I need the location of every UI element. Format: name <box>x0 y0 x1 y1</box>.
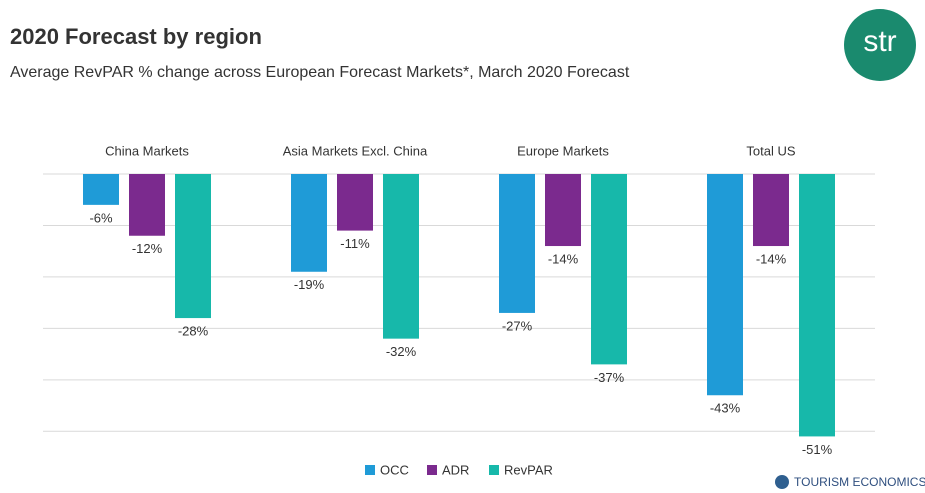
legend-swatch <box>489 465 499 475</box>
bar <box>175 174 211 319</box>
bar <box>337 174 373 231</box>
legend-label: ADR <box>442 462 469 477</box>
bar <box>499 174 535 313</box>
data-label: -27% <box>502 318 533 333</box>
data-label: -51% <box>802 442 833 457</box>
data-label: -14% <box>548 251 579 266</box>
bar <box>291 174 327 272</box>
bar <box>83 174 119 205</box>
bar <box>591 174 627 365</box>
bar <box>383 174 419 339</box>
legend-label: OCC <box>380 462 409 477</box>
category-label: China Markets <box>105 143 189 158</box>
data-label: -19% <box>294 277 325 292</box>
bar <box>753 174 789 247</box>
footer-icon <box>775 475 789 489</box>
footer-text: TOURISM ECONOMICS <box>794 475 925 489</box>
data-label: -6% <box>89 210 113 225</box>
legend-swatch <box>427 465 437 475</box>
category-label: Europe Markets <box>517 143 609 158</box>
category-label: Total US <box>746 143 795 158</box>
data-label: -11% <box>340 236 370 251</box>
data-label: -32% <box>386 344 417 359</box>
data-label: -37% <box>594 370 625 385</box>
bar <box>799 174 835 437</box>
legend-swatch <box>365 465 375 475</box>
legend-label: RevPAR <box>504 462 553 477</box>
data-label: -28% <box>178 324 209 339</box>
logo-text: str <box>863 25 896 58</box>
chart-subtitle: Average RevPAR % change across European … <box>10 64 630 81</box>
category-label: Asia Markets Excl. China <box>283 143 428 158</box>
bar <box>545 174 581 247</box>
bar <box>129 174 165 236</box>
chart-title: 2020 Forecast by region <box>10 24 262 49</box>
data-label: -14% <box>756 251 787 266</box>
data-label: -12% <box>132 241 163 256</box>
data-label: -43% <box>710 401 741 416</box>
bar <box>707 174 743 396</box>
logo-badge <box>844 9 916 81</box>
